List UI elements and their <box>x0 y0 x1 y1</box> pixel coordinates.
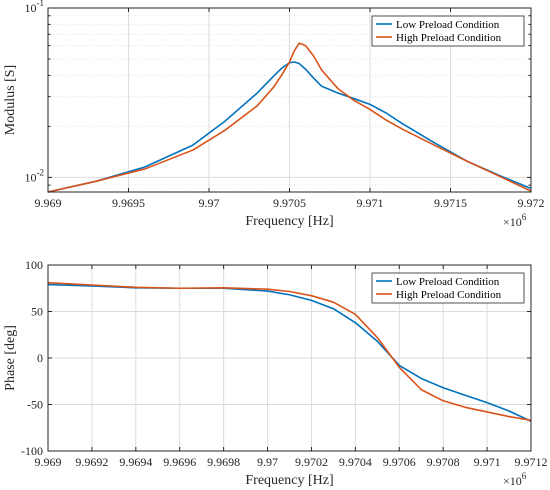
modulus-x-axis-label: Frequency [Hz] <box>245 214 333 229</box>
modulus-x-tick-label: 9.972 <box>518 196 545 210</box>
phase-legend-label: High Preload Condition <box>396 289 502 301</box>
phase-x-tick-label: 9.97 <box>257 455 278 469</box>
phase-x-axis-label: Frequency [Hz] <box>245 473 333 488</box>
phase-x-tick-label: 9.9692 <box>75 455 108 469</box>
modulus-y-tick-label: 10-1 <box>25 0 45 15</box>
phase-x-tick-label: 9.9708 <box>427 455 460 469</box>
modulus-x-tick-label: 9.9715 <box>434 196 467 210</box>
phase-x-tick-label: 9.969 <box>35 455 62 469</box>
phase-x-tick-label: 9.9712 <box>515 455 548 469</box>
modulus-x-tick-label: 9.969 <box>35 196 62 210</box>
modulus-legend-box <box>371 15 525 47</box>
modulus-x-exponent-label: ×106 <box>503 212 527 229</box>
phase-y-tick-label: -100 <box>21 444 43 458</box>
phase-y-tick-label: 100 <box>25 258 43 272</box>
modulus-legend-label: High Preload Condition <box>396 32 502 44</box>
modulus-x-tick-label: 9.9695 <box>112 196 145 210</box>
phase-legend-label: Low Preload Condition <box>396 276 500 288</box>
modulus-x-tick-label: 9.971 <box>357 196 384 210</box>
phase-x-tick-label: 9.9694 <box>119 455 152 469</box>
phase-y-tick-label: -50 <box>27 398 43 412</box>
modulus-x-tick-label: 9.9705 <box>273 196 306 210</box>
modulus-x-tick-label: 9.97 <box>199 196 220 210</box>
phase-legend-box <box>371 272 525 304</box>
modulus-y-axis-label: Modulus [S] <box>3 65 18 135</box>
phase-panel: 9.969 9.9692 9.9694 9.9696 9.9698 9.97 9.9702 9… <box>3 258 548 488</box>
modulus-series-low-preload-line <box>47 61 532 193</box>
phase-series-high-preload-line <box>47 281 532 422</box>
phase-x-tick-label: 9.971 <box>474 455 501 469</box>
phase-x-tick-label: 9.9702 <box>295 455 328 469</box>
phase-x-tick-label: 9.9706 <box>383 455 416 469</box>
modulus-y-tick-label: 10-2 <box>25 167 45 184</box>
phase-x-tick-label: 9.9698 <box>207 455 240 469</box>
phase-y-tick-label: 50 <box>31 305 43 319</box>
modulus-legend-label: Low Preload Condition <box>396 19 500 31</box>
phase-x-tick-label: 9.9704 <box>339 455 372 469</box>
phase-x-tick-label: 9.9696 <box>163 455 196 469</box>
modulus-series-high-preload-line <box>47 42 532 193</box>
phase-x-exponent-label: ×106 <box>503 471 527 488</box>
phase-y-axis-label: Phase [deg] <box>3 325 18 391</box>
modulus-panel: 9.969 9.9695 9.97 9.9705 9.971 9.9715 9.972 10-… <box>3 0 545 229</box>
phase-y-tick-label: 0 <box>37 351 43 365</box>
